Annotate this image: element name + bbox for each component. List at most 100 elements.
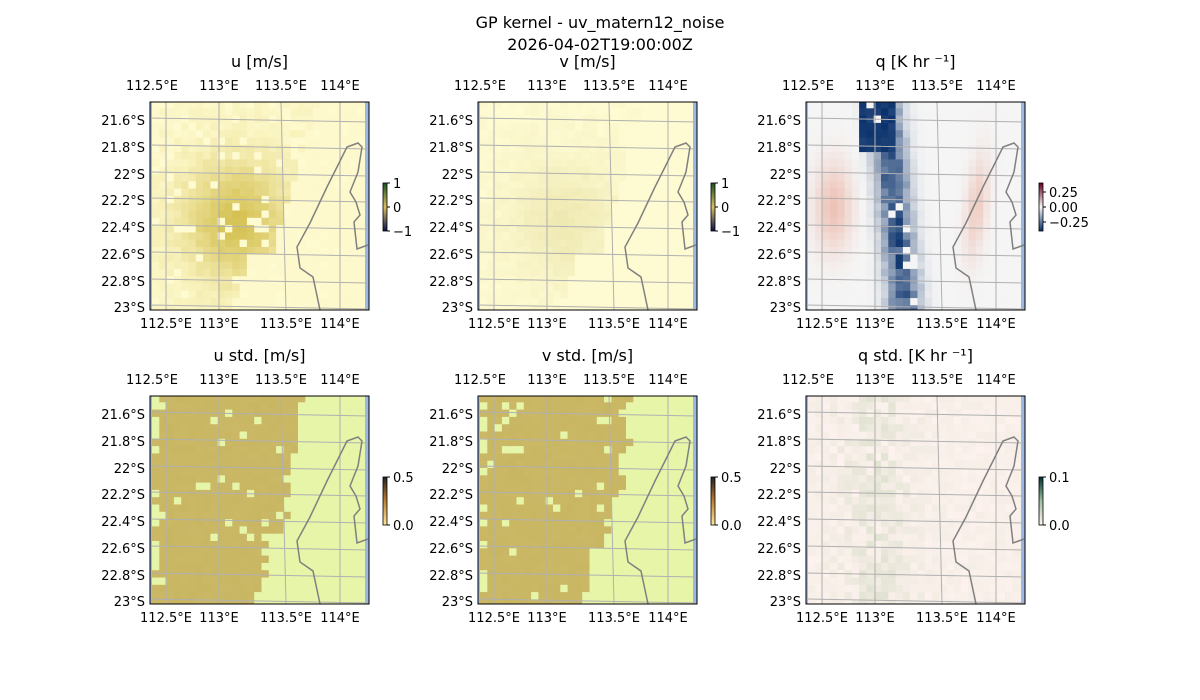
grid-cell [290,152,299,160]
grid-cell [633,424,641,432]
grid-cell [640,247,649,255]
grid-cell [181,584,189,593]
grid-cell [276,533,284,542]
grid-cell [487,409,495,418]
grid-cell [487,195,495,204]
grid-cell [254,137,262,146]
grid-cell [895,446,904,454]
grid-cell [633,526,641,534]
grid-cell [319,541,328,549]
grid-cell [822,468,831,476]
grid-cell [844,108,853,116]
grid-cell [203,519,211,527]
colorbar-bar [1038,182,1044,232]
grid-cell [866,431,874,440]
grid-cell [494,166,503,175]
grid-cell [356,424,364,432]
grid-cell [188,424,197,432]
grid-cell [290,115,299,124]
grid-cell [334,396,343,403]
grid-cell [837,431,845,440]
grid-cell [975,261,984,270]
grid-cell [327,102,335,109]
grid-cell [866,396,874,403]
grid-cell [494,290,503,299]
grid-cell [319,416,328,425]
grid-cell [480,181,488,189]
grid-cell [574,152,583,160]
grid-cell [181,298,189,306]
grid-cell [225,519,233,527]
grid-cell [808,137,816,146]
grid-cell [254,592,262,600]
grid-cell [837,210,845,219]
grid-cell [166,174,175,182]
grid-cell [633,239,641,248]
grid-cell [932,152,940,160]
grid-cell [305,482,313,491]
grid-cell [910,290,918,299]
grid-cell [618,424,627,432]
grid-cell [545,453,554,461]
grid-cell [618,511,627,520]
grid-cell [902,108,911,116]
grid-cell [261,402,270,410]
grid-cell [961,188,969,197]
grid-cell [487,290,495,299]
grid-cell [480,592,488,600]
grid-cell [203,254,211,262]
grid-cell [611,519,619,527]
grid-cell [261,599,270,604]
grid-cell [501,144,510,153]
grid-cell [246,261,255,270]
grid-cell [334,489,343,498]
grid-cell [1012,261,1020,270]
grid-cell [232,475,240,483]
grid-cell [254,453,262,461]
grid-cell [1012,254,1020,262]
grid-cell [917,261,926,270]
grid-cell [851,298,860,306]
grid-cell [873,511,882,520]
grid-cell [873,416,882,425]
grid-cell [523,533,532,542]
data-field [806,396,1025,604]
grid-cell [254,217,262,226]
grid-cell [480,203,488,211]
grid-cell [188,283,197,292]
grid-cell [655,453,663,461]
grid-cell [203,232,211,240]
grid-cell [560,305,568,310]
grid-cell [195,592,204,600]
grid-cell [975,276,984,284]
grid-cell [188,290,197,299]
grid-cell [188,460,197,469]
grid-cell [516,210,525,219]
grid-cell [516,402,525,410]
grid-cell [210,577,218,586]
grid-cell [246,526,255,534]
grid-cell [647,431,656,440]
grid-cell [334,102,343,109]
grid-cell [254,290,262,299]
grid-cell [611,181,619,189]
grid-cell [195,497,204,505]
grid-cell [647,298,656,306]
grid-cell [983,203,991,211]
grid-cell [640,108,649,116]
grid-cell [356,174,364,182]
grid-cell [276,290,284,299]
grid-cell [203,533,211,542]
grid-cell [195,152,204,160]
grid-cell [173,174,182,182]
grid-cell [844,592,853,600]
grid-cell [173,533,182,542]
grid-cell [851,188,860,197]
grid-cell [655,122,663,131]
grid-cell [298,511,306,520]
grid-cell [283,396,291,403]
grid-cell [538,290,546,299]
grid-cell [633,247,641,255]
grid-cell [873,137,882,146]
grid-cell [662,460,671,469]
